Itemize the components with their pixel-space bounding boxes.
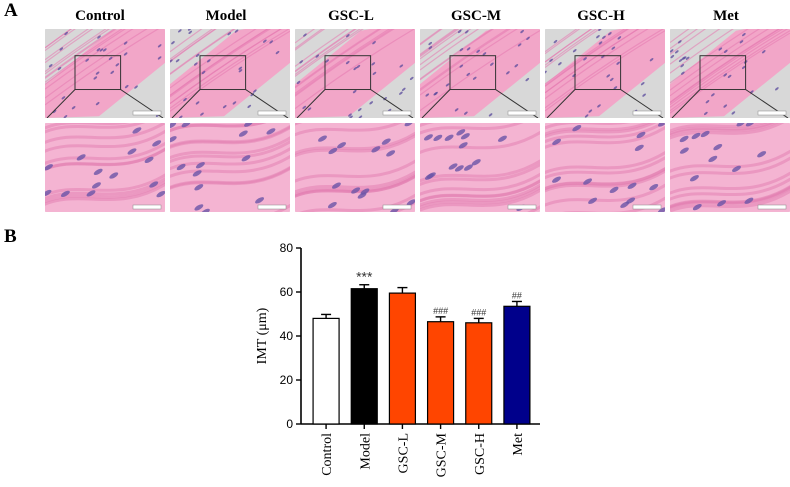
micrograph-gsc-m-high	[420, 123, 540, 212]
significance-annotation: ###	[433, 306, 448, 316]
micrograph-control-low	[45, 29, 165, 118]
micrograph-met-low	[670, 29, 790, 118]
bar-control	[312, 317, 340, 425]
group-header-control: Control	[75, 8, 125, 24]
micrograph-control-high	[45, 123, 165, 212]
tissue-texture	[670, 29, 790, 118]
x-tick-label: GSC-M	[435, 432, 450, 477]
bar-gsc-m	[426, 321, 455, 425]
tissue-texture	[170, 123, 290, 212]
group-header-gsc-h: GSC-H	[577, 8, 625, 24]
y-tick-label: 20	[280, 373, 294, 387]
tissue-texture	[545, 123, 665, 212]
y-tick-label: 40	[280, 329, 294, 343]
x-tick-label: GSC-H	[473, 433, 488, 475]
significance-annotation: ##	[512, 290, 522, 300]
y-axis-label: IMT (μm)	[255, 307, 270, 364]
micrograph-gsc-h-low	[545, 29, 665, 118]
group-header-met: Met	[713, 8, 739, 24]
group-header-gsc-l: GSC-L	[328, 8, 374, 24]
bar-met	[503, 305, 531, 425]
micrograph-gsc-h-high	[545, 123, 665, 212]
tissue-texture	[420, 29, 540, 118]
panel-label-b: B	[4, 226, 17, 247]
micrograph-gsc-l-low	[295, 29, 415, 118]
bar-gsc-h	[465, 322, 493, 425]
tissue-texture	[45, 123, 165, 212]
tissue-texture	[545, 29, 665, 118]
x-tick-label: Control	[320, 433, 335, 476]
tissue-texture	[170, 29, 290, 118]
imt-bar-chart: 0 20 40 60 80 IMT (μm) Control *** Model GSC-L ###…	[240, 230, 560, 487]
y-tick-label: 60	[280, 285, 294, 299]
y-tick-label: 80	[280, 241, 294, 255]
tissue-texture	[295, 123, 415, 212]
bar-model	[350, 288, 378, 425]
y-tick-label: 0	[286, 417, 293, 431]
x-tick-label: GSC-L	[396, 433, 411, 473]
group-header-gsc-m: GSC-M	[451, 8, 501, 24]
bar-gsc-l	[388, 292, 417, 425]
group-header-model: Model	[205, 8, 247, 24]
tissue-texture	[420, 123, 540, 212]
significance-annotation: ###	[471, 307, 486, 317]
tissue-texture	[295, 29, 415, 118]
x-tick-label: Met	[511, 433, 526, 456]
x-tick-label: Model	[358, 433, 373, 470]
micrograph-gsc-m-low	[420, 29, 540, 118]
tissue-texture	[670, 123, 790, 212]
significance-annotation: ***	[356, 269, 373, 285]
micrograph-model-high	[170, 123, 290, 212]
tissue-texture	[45, 29, 165, 118]
micrograph-met-high	[670, 123, 790, 212]
micrograph-gsc-l-high	[295, 123, 415, 212]
micrograph-model-low	[170, 29, 290, 118]
panel-label-a: A	[4, 0, 18, 21]
